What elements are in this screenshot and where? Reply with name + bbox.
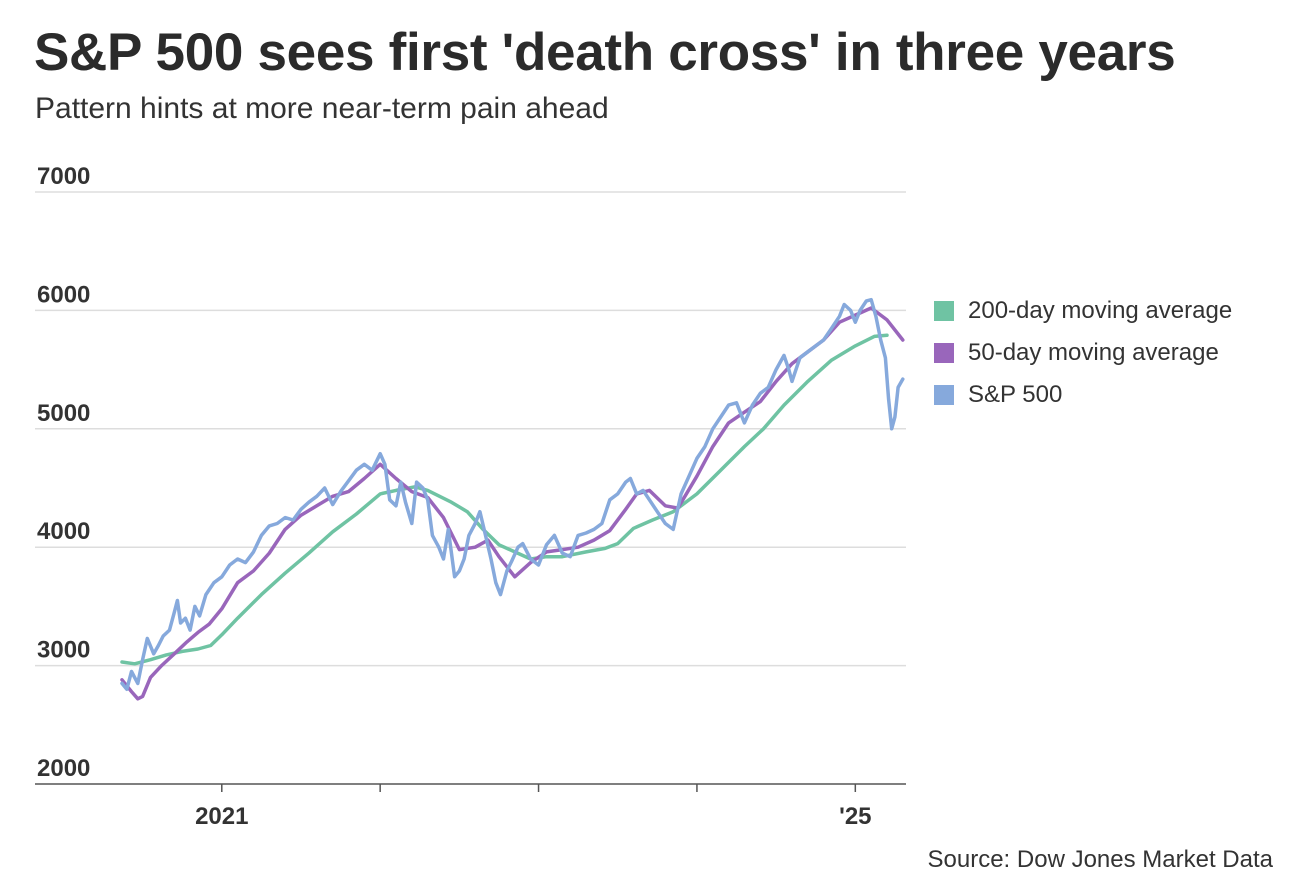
chart-subtitle: Pattern hints at more near-term pain ahe… [35, 92, 609, 125]
axis-layer: 2000 3000 4000 5000 6000 7000 2021 '25 [35, 163, 906, 830]
chart-title: S&P 500 sees first 'death cross' in thre… [34, 23, 1176, 82]
grid-layer [35, 191, 906, 667]
series-layer [120, 297, 905, 701]
legend-label-200-day: 200-day moving average [968, 297, 1233, 324]
y-tick-label-3000: 3000 [37, 637, 90, 664]
legend-item-50-day: 50-day moving average [934, 332, 1232, 374]
legend-label-50-day: 50-day moving average [968, 339, 1219, 366]
series-sp500-line [120, 297, 905, 692]
y-tick-label-7000: 7000 [37, 163, 90, 190]
source-note: Source: Dow Jones Market Data [927, 846, 1273, 873]
x-tick-label-4: '25 [839, 803, 871, 830]
legend-swatch-200-day [934, 301, 954, 321]
legend-item-200-day: 200-day moving average [934, 290, 1232, 332]
legend: 200-day moving average 50-day moving ave… [934, 290, 1232, 416]
legend-label-sp500: S&P 500 [968, 381, 1063, 408]
x-tick-label-0: 2021 [195, 803, 248, 830]
y-tick-label-4000: 4000 [37, 518, 90, 545]
legend-item-sp500: S&P 500 [934, 374, 1232, 416]
legend-swatch-50-day [934, 343, 954, 363]
y-tick-label-5000: 5000 [37, 400, 90, 427]
series-50-day-line [120, 306, 905, 701]
legend-swatch-sp500 [934, 385, 954, 405]
y-tick-label-6000: 6000 [37, 281, 90, 308]
y-tick-label-2000: 2000 [37, 755, 90, 782]
series-200-day-line [120, 333, 889, 666]
